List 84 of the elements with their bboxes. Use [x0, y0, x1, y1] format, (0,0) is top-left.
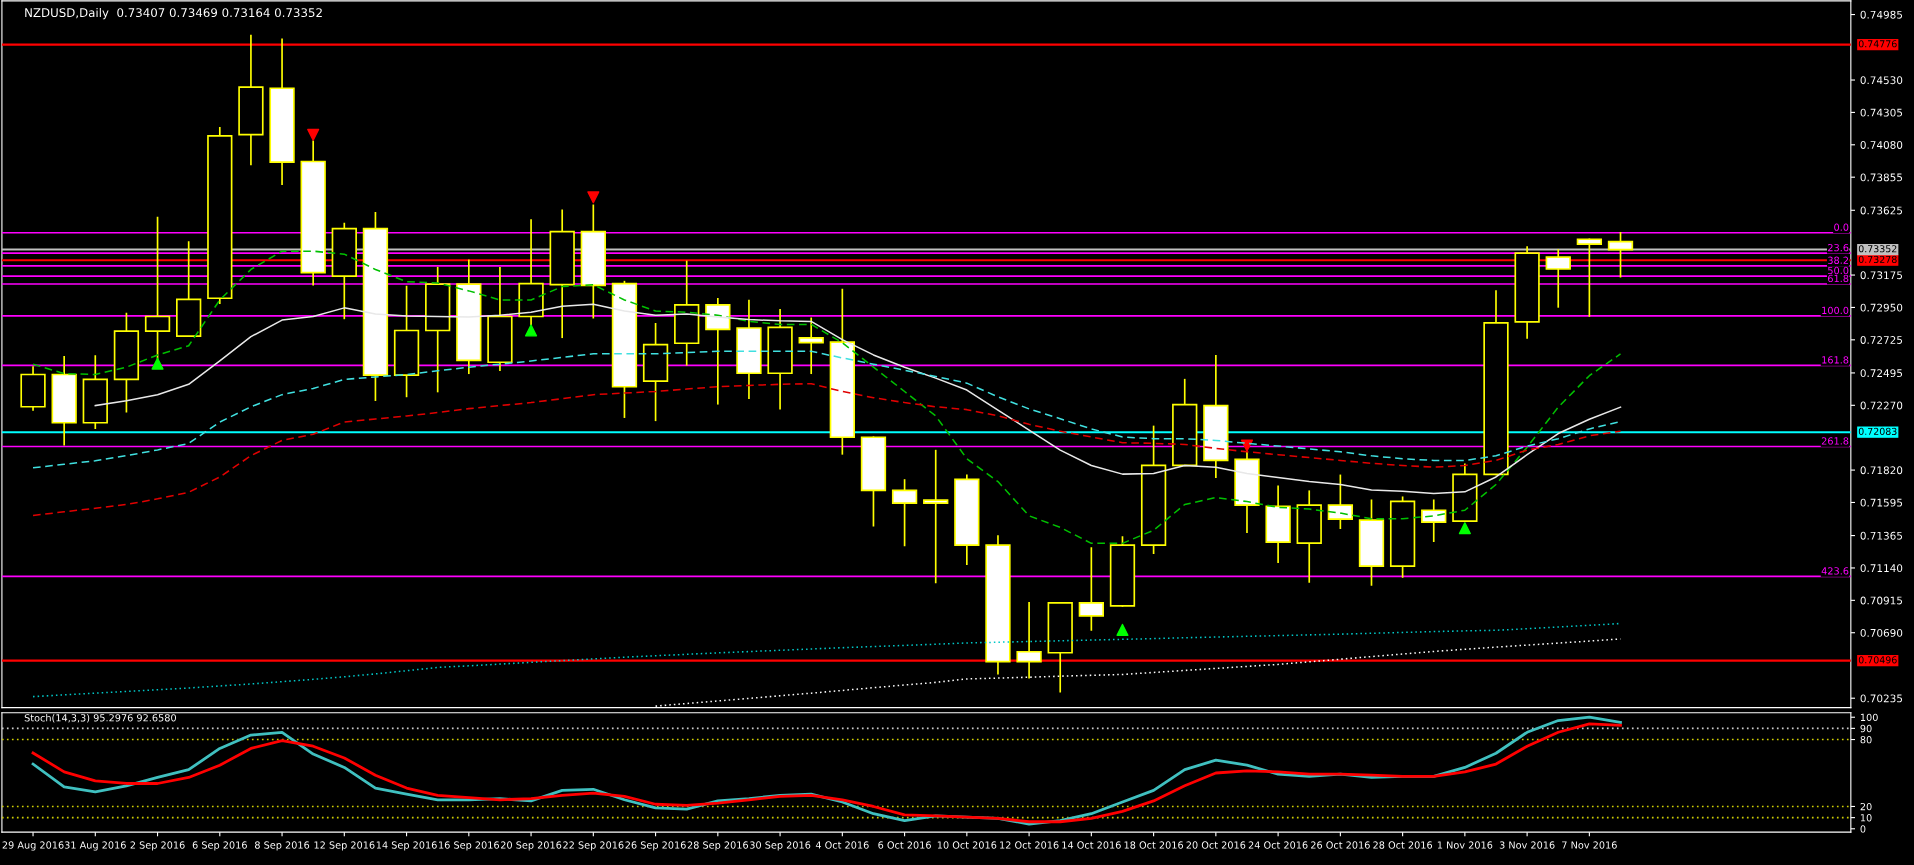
y-tick-label: 0.74530 [1860, 76, 1903, 85]
annotation: 161.8 [1822, 356, 1849, 364]
x-tick-label: 1 Nov 2016 [1437, 841, 1493, 849]
y-tick-label: 20 [1860, 802, 1872, 811]
chart-title: Stoch(14,3,3) 95.2976 92.6580 [24, 713, 176, 723]
line-series [94, 303, 1622, 495]
y-tick-label: 0.71595 [1860, 498, 1903, 507]
x-tick-label: 14 Sep 2016 [376, 841, 437, 851]
y-tick-label: 0.71820 [1860, 466, 1903, 475]
y-tick-label: 10 [1860, 814, 1872, 822]
y-tick-label: 0.71140 [1860, 564, 1903, 573]
annotation: 261.8 [1821, 437, 1849, 445]
x-tick-label: 22 Sep 2016 [563, 841, 624, 851]
x-tick-label: 28 Oct 2016 [1373, 841, 1433, 849]
candlestick [891, 479, 918, 547]
x-tick-label: 26 Sep 2016 [625, 841, 686, 851]
y-tick-label: 0.70235 [1860, 694, 1903, 703]
y-tick-label: 80 [1860, 736, 1872, 744]
y-tick-label: 90 [1860, 724, 1872, 733]
candlestick [1607, 231, 1634, 278]
x-tick-label: 3 Nov 2016 [1499, 841, 1555, 849]
point [151, 357, 164, 370]
candlestick [1421, 499, 1447, 543]
x-tick-label: 10 Oct 2016 [937, 841, 997, 849]
point [1116, 623, 1129, 636]
line-series [32, 382, 1622, 517]
annotation: 61.8 [1828, 274, 1849, 283]
x-tick-label: 20 Sep 2016 [500, 841, 562, 851]
x-tick-label: 18 Oct 2016 [1124, 841, 1184, 849]
annotation: 23.6 [1828, 243, 1849, 252]
x-tick-label: 29 Aug 2016 [2, 841, 64, 851]
ref-line-label: 0.70496 [1858, 656, 1897, 664]
y-tick-label: 0.72950 [1860, 303, 1903, 312]
x-tick-label: 6 Oct 2016 [878, 841, 931, 849]
candlestick [923, 449, 949, 584]
candlestick [1545, 249, 1571, 308]
x-tick-label: 20 Oct 2016 [1186, 841, 1246, 849]
point [524, 324, 538, 337]
x-tick-label: 16 Sep 2016 [439, 841, 500, 851]
candlestick [798, 317, 824, 375]
y-tick-label: 0.74080 [1860, 141, 1903, 149]
point [307, 128, 320, 141]
y-tick-label: 0.73625 [1860, 206, 1903, 215]
y-tick-label: 0.70690 [1860, 628, 1903, 637]
ref-line-label: 0.73278 [1858, 255, 1897, 263]
ref-line-label: 0.72083 [1858, 427, 1897, 435]
annotation: 0.0 [1834, 223, 1849, 231]
y-tick-label: 0.71365 [1860, 531, 1903, 540]
candlestick [1078, 547, 1105, 631]
candlestick [1576, 238, 1603, 317]
y-tick-label: 100 [1860, 713, 1878, 722]
y-tick-label: 0.74985 [1860, 10, 1903, 19]
y-tick-label: 0.74305 [1860, 108, 1903, 117]
y-tick-label: 0.73175 [1860, 271, 1903, 280]
x-tick-label: 14 Oct 2016 [1062, 841, 1121, 849]
x-tick-label: 12 Sep 2016 [314, 841, 375, 851]
point [587, 191, 600, 204]
x-tick-label: 31 Aug 2016 [64, 841, 126, 851]
x-tick-label: 2 Sep 2016 [130, 841, 185, 851]
text: NZDUSD,Daily 0.73407 0.73469 0.73164 0.73352 [25, 7, 322, 20]
y-tick-label: 0.72270 [1860, 401, 1903, 410]
y-tick-label: 0.73855 [1860, 173, 1903, 182]
annotation: 50.0 [1828, 266, 1849, 275]
ref-line-label: 0.74776 [1858, 40, 1897, 48]
y-tick-label: 0.72725 [1860, 336, 1903, 344]
x-tick-label: 24 Oct 2016 [1248, 841, 1308, 849]
x-tick-label: 26 Oct 2016 [1311, 841, 1370, 849]
ref-line-label: 0.73352 [1858, 245, 1897, 253]
y-tick-label: 0.72495 [1860, 369, 1903, 378]
x-tick-label: 7 Nov 2016 [1562, 841, 1617, 849]
point [1458, 522, 1471, 535]
annotation: 423.6 [1821, 567, 1849, 575]
y-tick-label: 0.70915 [1860, 596, 1903, 605]
x-tick-label: 4 Oct 2016 [815, 841, 869, 849]
x-tick-label: 12 Oct 2016 [1000, 841, 1059, 849]
candlestick [1327, 474, 1354, 530]
x-tick-label: 30 Sep 2016 [750, 841, 811, 851]
x-tick-label: 6 Sep 2016 [192, 841, 247, 851]
line-series [32, 250, 1622, 545]
annotation: 100.0 [1822, 306, 1849, 315]
x-tick-label: 8 Sep 2016 [255, 841, 310, 851]
x-tick-label: 28 Sep 2016 [687, 841, 749, 851]
y-tick-label: 0 [1860, 825, 1866, 833]
annotation: 38.2 [1828, 256, 1849, 264]
